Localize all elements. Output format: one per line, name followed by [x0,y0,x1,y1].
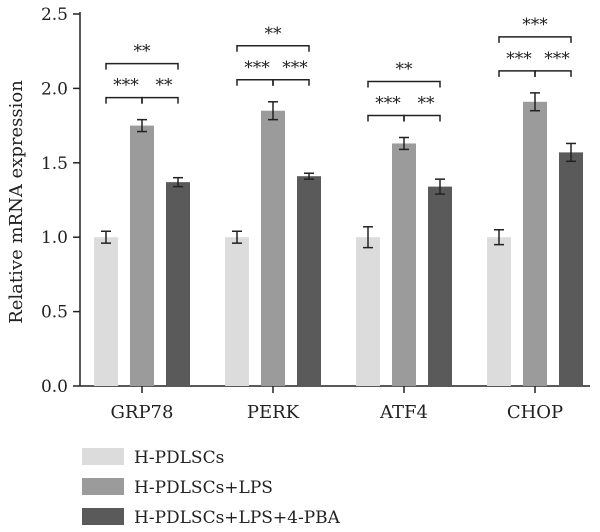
legend-swatch [82,478,124,495]
bar-atf4-1 [392,143,416,386]
bar-grp78-1 [130,125,154,386]
significance-label: *** [244,58,270,78]
significance-bracket [105,62,179,70]
significance-label: *** [522,15,548,35]
y-tick-label: 1.5 [41,154,68,174]
significance-bracket [236,45,310,52]
legend-swatch [82,448,124,465]
legend-label: H-PDLSCs [134,448,224,468]
significance-bracket [498,70,536,77]
legend: H-PDLSCs H-PDLSCs+LPS H-PDLSCs+LPS+4-PBA [82,448,341,528]
significance-label: ** [134,42,152,62]
significance-label: ** [156,76,174,96]
y-tick-label: 2.0 [41,79,68,99]
significance-bracket [367,80,441,88]
bar-chop-1 [523,101,547,387]
y-tick-label: 0.5 [41,303,68,323]
significance-label: ** [265,24,283,44]
plot-area: 0.0 0.5 1.0 1.5 2.0 2.5 Relative mRNA expressi… [6,5,590,423]
bar-atf4-2 [428,186,452,386]
bar-perk-2 [297,176,321,386]
x-tick-label: PERK [247,402,300,423]
significance-label: *** [375,94,401,114]
y-tick-label: 0.0 [41,377,68,397]
bar-grp78-2 [166,182,190,386]
x-tick-label: ATF4 [379,402,428,423]
significance-bracket [367,114,405,122]
x-tick-label: GRP78 [111,402,174,423]
x-tick-label: CHOP [507,402,563,423]
significance-bracket [272,79,310,86]
significance-bracket [403,114,441,122]
significance-bracket [498,36,572,43]
significance-label: ** [418,94,436,114]
bar-atf4-0 [356,237,380,386]
y-tick-label: 1.0 [41,228,68,248]
bar-perk-1 [261,110,285,386]
bar-grp78-0 [94,237,118,386]
significance-label: *** [113,76,139,96]
significance-bracket [534,70,572,77]
bar-chop-2 [559,152,583,386]
bar-chop-0 [487,237,511,386]
y-axis-title: Relative mRNA expression [6,80,27,324]
significance-bracket [105,96,143,104]
legend-swatch [82,508,124,525]
significance-bracket [236,79,274,86]
significance-label: *** [506,49,532,69]
significance-label: ** [396,60,414,80]
significance-label: *** [544,49,570,69]
significance-bracket [141,96,179,104]
significance-label: *** [282,58,308,78]
legend-label: H-PDLSCs+LPS+4-PBA [134,508,341,528]
bar-perk-0 [225,237,249,386]
y-tick-label: 2.5 [41,5,68,25]
legend-label: H-PDLSCs+LPS [134,478,273,498]
